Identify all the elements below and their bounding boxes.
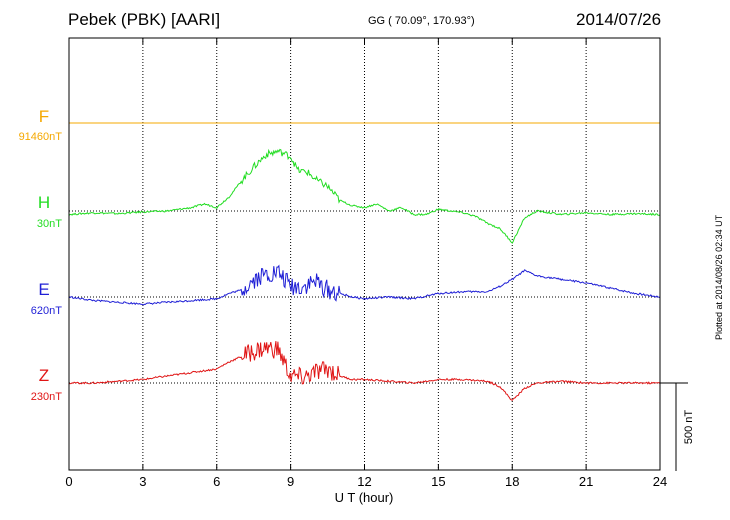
scale-bar: 500 nT bbox=[660, 382, 695, 471]
x-tick-label-12: 12 bbox=[357, 474, 371, 489]
grid bbox=[69, 38, 660, 470]
x-tick-label-24: 24 bbox=[653, 474, 667, 489]
x-tick-label-18: 18 bbox=[505, 474, 519, 489]
series-name-F: F bbox=[39, 107, 49, 126]
x-tick-label-21: 21 bbox=[579, 474, 593, 489]
scale-bar-label: 500 nT bbox=[683, 410, 695, 445]
series-name-H: H bbox=[38, 193, 50, 212]
series-name-E: E bbox=[38, 280, 49, 299]
x-tick-label-6: 6 bbox=[213, 474, 220, 489]
series-labels: F 91460nT H 30nT E 620nT Z 230nT bbox=[19, 107, 63, 403]
series-name-Z: Z bbox=[39, 366, 49, 385]
plot-date: 2014/07/26 bbox=[576, 10, 662, 29]
x-axis-ticks: 0 3 6 9 12 15 18 21 24 bbox=[65, 38, 667, 489]
series-baseline-Z: 230nT bbox=[31, 391, 62, 403]
series-baseline-E: 620nT bbox=[31, 305, 62, 317]
x-tick-label-9: 9 bbox=[287, 474, 294, 489]
series-line-H bbox=[68, 148, 661, 244]
x-tick-label-0: 0 bbox=[65, 474, 72, 489]
x-axis-label: U T (hour) bbox=[335, 490, 394, 505]
x-tick-label-15: 15 bbox=[431, 474, 445, 489]
series-layer bbox=[68, 122, 661, 401]
geo-coordinates: GG ( 70.09°, 170.93°) bbox=[368, 15, 475, 27]
series-baseline-H: 30nT bbox=[37, 218, 62, 230]
series-line-E bbox=[68, 264, 661, 306]
series-baseline-F: 91460nT bbox=[19, 131, 63, 143]
station-title: Pebek (PBK) [AARI] bbox=[68, 10, 221, 29]
x-tick-label-3: 3 bbox=[139, 474, 146, 489]
series-line-Z bbox=[68, 341, 661, 401]
